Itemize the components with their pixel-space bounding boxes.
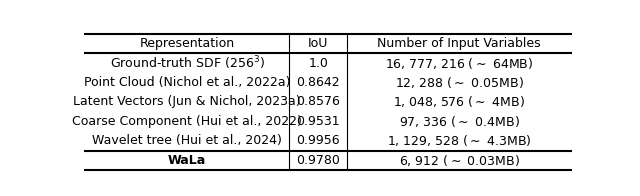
Text: IoU: IoU bbox=[308, 37, 328, 50]
Text: 1.0: 1.0 bbox=[308, 57, 328, 70]
Text: 0.9956: 0.9956 bbox=[296, 134, 340, 147]
Text: Point Cloud (Nichol et al., 2022a): Point Cloud (Nichol et al., 2022a) bbox=[84, 76, 291, 89]
Text: Latent Vectors (Jun & Nichol, 2023a): Latent Vectors (Jun & Nichol, 2023a) bbox=[73, 95, 301, 109]
Text: 0.8642: 0.8642 bbox=[296, 76, 340, 89]
Text: 0.8576: 0.8576 bbox=[296, 95, 340, 109]
Text: 0.9780: 0.9780 bbox=[296, 154, 340, 167]
Text: Ground-truth SDF (256$^3$): Ground-truth SDF (256$^3$) bbox=[109, 54, 264, 72]
Text: 16, 777, 216 ($\sim$ 64MB): 16, 777, 216 ($\sim$ 64MB) bbox=[385, 56, 533, 71]
Text: Coarse Component (Hui et al., 2022): Coarse Component (Hui et al., 2022) bbox=[72, 115, 302, 128]
Text: 1, 129, 528 ($\sim$ 4.3MB): 1, 129, 528 ($\sim$ 4.3MB) bbox=[387, 133, 531, 148]
Text: Wavelet tree (Hui et al., 2024): Wavelet tree (Hui et al., 2024) bbox=[92, 134, 282, 147]
Text: 97, 336 ($\sim$ 0.4MB): 97, 336 ($\sim$ 0.4MB) bbox=[399, 114, 520, 129]
Text: 0.9531: 0.9531 bbox=[296, 115, 340, 128]
Text: 12, 288 ($\sim$ 0.05MB): 12, 288 ($\sim$ 0.05MB) bbox=[395, 75, 524, 90]
Text: Representation: Representation bbox=[140, 37, 235, 50]
Text: 6, 912 ($\sim$ 0.03MB): 6, 912 ($\sim$ 0.03MB) bbox=[399, 153, 520, 168]
Text: WaLa: WaLa bbox=[168, 154, 206, 167]
Text: 1, 048, 576 ($\sim$ 4MB): 1, 048, 576 ($\sim$ 4MB) bbox=[393, 94, 525, 110]
Text: Number of Input Variables: Number of Input Variables bbox=[378, 37, 541, 50]
